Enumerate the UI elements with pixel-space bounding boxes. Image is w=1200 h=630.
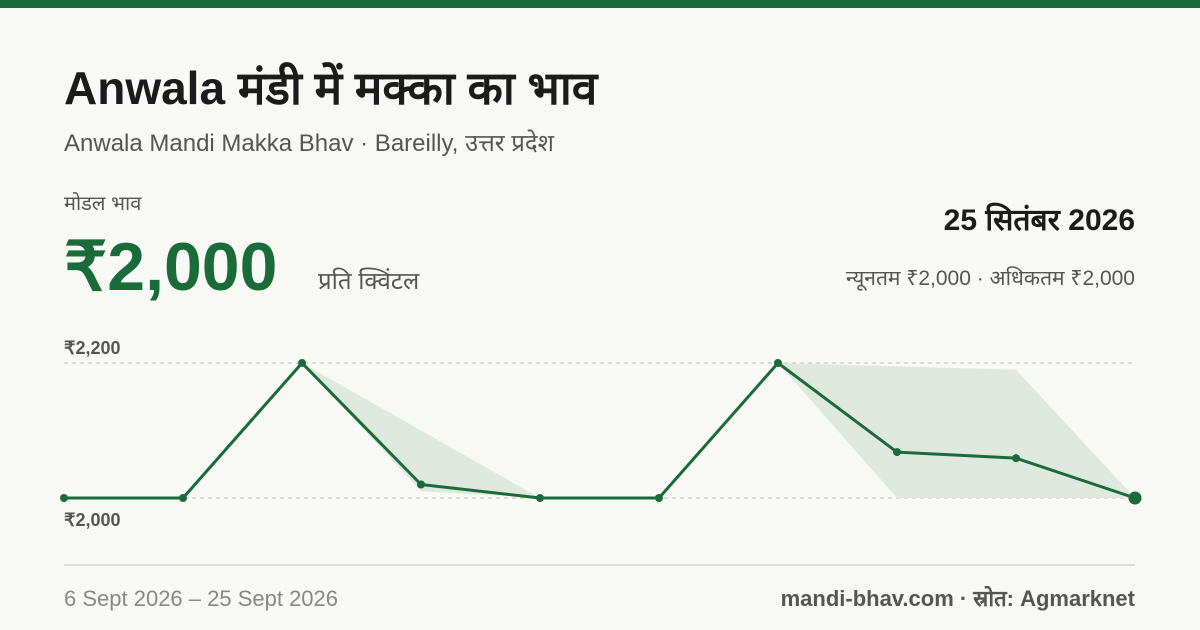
footer-source: mandi-bhav.com · स्रोत: Agmarknet (781, 585, 1136, 611)
subtitle: Anwala Mandi Makka Bhav · Bareilly, उत्त… (64, 129, 555, 157)
point (536, 494, 544, 502)
price-label: मोडल भाव (64, 192, 142, 215)
top-bar (0, 0, 1200, 8)
unit: प्रति क्विंटल (318, 267, 420, 295)
point (893, 448, 901, 457)
point (1012, 454, 1020, 463)
point (417, 480, 425, 489)
y-tick-label: ₹2,000 (64, 510, 121, 530)
date: 25 सितंबर 2026 (944, 202, 1135, 237)
point (1128, 491, 1142, 505)
point (655, 494, 663, 502)
point (774, 359, 782, 367)
y-tick-label: ₹2,200 (64, 338, 121, 358)
point (60, 494, 68, 502)
point (179, 494, 187, 502)
price-line (64, 361, 1136, 500)
min-max: न्यूनतम ₹2,000 · अधिकतम ₹2,000 (846, 266, 1135, 291)
title: Anwala मंडी में मक्का का भाव (64, 62, 599, 114)
range-band (64, 363, 1135, 498)
price: ₹2,000 (64, 229, 277, 305)
point (298, 359, 306, 367)
plot: ₹2,000 ₹2,200 (60, 338, 1142, 530)
footer-dates: 6 Sept 2026 – 25 Sept 2026 (64, 586, 338, 611)
